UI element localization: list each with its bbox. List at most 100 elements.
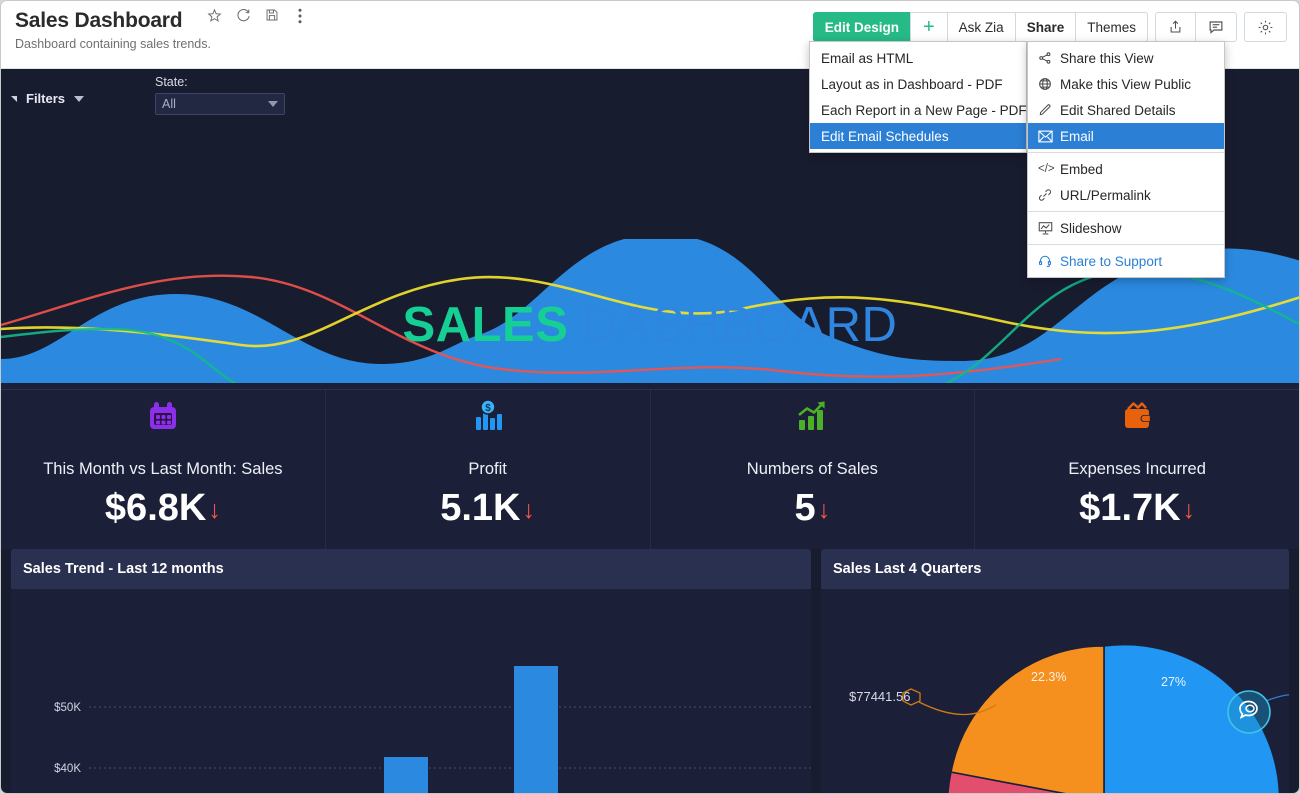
svg-text:27%: 27%: [1161, 675, 1186, 689]
link-icon: [1038, 188, 1060, 202]
chevron-down-icon: [74, 95, 85, 102]
kpi-card-sales[interactable]: This Month vs Last Month: Sales $6.8K ↓: [1, 390, 325, 549]
menu-item-slideshow[interactable]: Slideshow: [1028, 215, 1224, 241]
gear-icon[interactable]: [1244, 12, 1287, 42]
code-icon: </>: [1038, 163, 1055, 175]
pencil-icon: [1038, 103, 1060, 117]
menu-item-edit-shared-details[interactable]: Edit Shared Details: [1028, 97, 1224, 123]
bar-chart-body[interactable]: $50K $40K $30K Sales: [11, 589, 811, 793]
kpi-value-block: 5.1K ↓: [440, 487, 535, 530]
refresh-icon[interactable]: [231, 8, 255, 30]
menu-item-label: Edit Shared Details: [1060, 102, 1176, 118]
more-options-icon[interactable]: [288, 8, 312, 30]
favorite-star-icon[interactable]: [203, 8, 227, 30]
menu-item-label: Email: [1060, 128, 1094, 144]
add-button[interactable]: +: [909, 12, 948, 42]
trend-down-icon: ↓: [1182, 496, 1196, 524]
menu-item-make-this-view-public[interactable]: Make this View Public: [1028, 71, 1224, 97]
menu-item-layout-as-in-dashboard-pdf[interactable]: Layout as in Dashboard - PDF: [821, 76, 1003, 92]
share-button[interactable]: Share: [1014, 12, 1077, 42]
share-menu: Share this View Make this View Public Ed…: [1027, 41, 1225, 278]
menu-item-label: Share this View: [1060, 50, 1154, 66]
chevron-down-icon: [268, 101, 278, 107]
edit-design-button[interactable]: Edit Design: [812, 12, 911, 42]
pie-chart-title: Sales Last 4 Quarters: [821, 549, 1289, 589]
menu-item-edit-email-schedules[interactable]: Edit Email Schedules: [810, 123, 1026, 149]
kpi-card-numbers-of-sales[interactable]: Numbers of Sales 5 ↓: [649, 390, 975, 549]
kpi-value-block: 5 ↓: [795, 487, 831, 530]
export-icon[interactable]: [1155, 12, 1196, 42]
kpi-value: 5: [794, 487, 816, 529]
save-icon[interactable]: [260, 8, 284, 30]
page-subtitle: Dashboard containing sales trends.: [15, 37, 211, 51]
page-title: Sales Dashboard: [15, 9, 183, 32]
kpi-label: This Month vs Last Month: Sales: [43, 460, 283, 478]
state-filter-value: All: [162, 97, 176, 111]
kpi-value: $6.8K: [104, 487, 207, 529]
comment-icon[interactable]: [1195, 12, 1237, 42]
envelope-icon: [1038, 130, 1060, 143]
collapse-triangle-icon: [11, 95, 17, 102]
chat-bubble-icon[interactable]: [1226, 689, 1272, 735]
globe-icon: [1038, 77, 1060, 91]
kpi-label: Profit: [468, 460, 507, 478]
state-filter-label: State:: [155, 75, 188, 89]
header-toolbar: Edit Design + Ask Zia Share Themes: [812, 12, 1287, 42]
bar-chart-svg: $50K $40K $30K Sales: [54, 665, 811, 793]
reports-row: Sales Trend - Last 12 months $50K $40K $…: [1, 549, 1299, 793]
headset-icon: [1038, 254, 1060, 268]
kpi-row: This Month vs Last Month: Sales $6.8K ↓: [1, 389, 1299, 549]
kpi-label: Numbers of Sales: [746, 460, 878, 478]
menu-item-label: Embed: [1060, 161, 1103, 177]
svg-text:$50K: $50K: [54, 702, 81, 714]
trend-down-icon: ↓: [208, 496, 221, 524]
email-options-menu: Email as HTML Layout as in Dashboard - P…: [809, 41, 1027, 153]
state-filter-select[interactable]: All: [155, 93, 285, 115]
menu-item-label: Share to Support: [1060, 253, 1163, 269]
menu-item-email[interactable]: Email: [1028, 123, 1224, 149]
ask-zia-button[interactable]: Ask Zia: [946, 12, 1016, 42]
themes-button[interactable]: Themes: [1075, 12, 1148, 42]
slideshow-icon: [1038, 221, 1060, 235]
title-block: Sales Dashboard: [15, 8, 312, 51]
growth-chart-icon: [795, 390, 829, 442]
menu-item-share-this-view[interactable]: Share this View: [1028, 45, 1224, 71]
pie-chart-svg: 27% 22.3% $77441.56: [849, 643, 1289, 793]
title-icon-group: [203, 8, 312, 32]
filters-label: Filters: [26, 91, 66, 106]
menu-item-share-to-support[interactable]: Share to Support: [1028, 248, 1224, 274]
kpi-value: $1.7K: [1079, 487, 1181, 529]
banner-title-light: DASHBOARD: [568, 298, 898, 352]
kpi-card-profit[interactable]: $ Profit 5.1K ↓: [324, 390, 650, 549]
menu-item-email-as-html[interactable]: Email as HTML: [821, 50, 914, 66]
svg-text:$77441.56: $77441.56: [849, 689, 910, 704]
banner-title-bold: SALES: [402, 298, 569, 352]
money-bar-chart-icon: $: [471, 390, 505, 442]
bar-chart-card: Sales Trend - Last 12 months $50K $40K $…: [11, 549, 811, 793]
pie-chart-body[interactable]: 27% 22.3% $77441.56: [821, 589, 1289, 793]
banner-title: SALES DASHBOARD: [1, 301, 1299, 350]
share-nodes-icon: [1038, 51, 1060, 65]
menu-divider: [1028, 244, 1224, 245]
svg-text:$: $: [485, 403, 491, 414]
svg-text:22.3%: 22.3%: [1031, 670, 1066, 684]
filters-toggle[interactable]: Filters: [11, 91, 85, 106]
menu-item-each-report-in-a-new-page-pdf[interactable]: Each Report in a New Page - PDF: [821, 102, 1027, 118]
menu-item-label: Make this View Public: [1060, 76, 1192, 92]
trend-down-icon: ↓: [522, 496, 536, 524]
menu-item-embed[interactable]: </> Embed: [1028, 156, 1224, 182]
state-filter: State: All: [155, 75, 285, 115]
app-header: Sales Dashboard: [1, 1, 1299, 69]
menu-item-url-permalink[interactable]: URL/Permalink: [1028, 182, 1224, 208]
menu-divider: [1028, 211, 1224, 212]
menu-divider: [1028, 152, 1224, 153]
menu-item-label: Slideshow: [1060, 220, 1122, 236]
svg-text:$40K: $40K: [54, 763, 81, 775]
kpi-value-block: $1.7K ↓: [1079, 487, 1195, 530]
bar-chart-title: Sales Trend - Last 12 months: [11, 549, 811, 589]
kpi-card-expenses[interactable]: Expenses Incurred $1.7K ↓: [974, 390, 1299, 549]
trend-down-icon: ↓: [817, 496, 831, 524]
pie-chart-card: Sales Last 4 Quarters: [821, 549, 1289, 793]
dashboard-canvas: Filters State: All: [1, 69, 1299, 793]
